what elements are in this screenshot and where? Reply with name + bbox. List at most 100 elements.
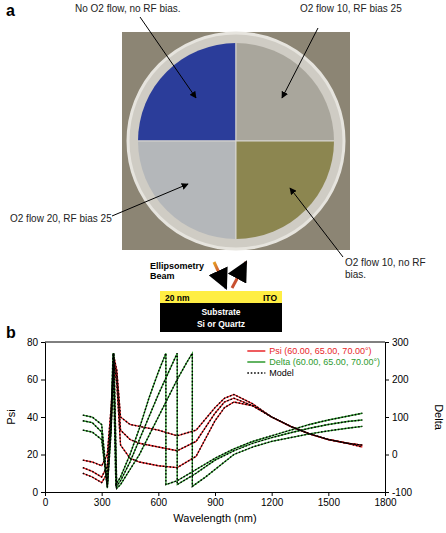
label-line: O2 flow 10, RF bias 25 xyxy=(300,3,402,14)
tick-mark xyxy=(41,417,45,418)
photo-label: O2 flow 10, no RFbias. xyxy=(345,257,426,280)
tick-label: 600 xyxy=(150,497,167,508)
tick-label: 300 xyxy=(392,337,409,348)
tick-label: 200 xyxy=(392,374,409,385)
legend-entry: Delta (60.00, 65.00, 70.00°) xyxy=(247,357,380,367)
legend: Psi (60.00, 65.00, 70.00°)Delta (60.00, … xyxy=(247,346,380,378)
substrate-label: Substrate xyxy=(201,307,240,317)
tick-label: 1200 xyxy=(261,497,284,508)
tick: 600 xyxy=(150,492,167,508)
tick-label: 0 xyxy=(392,449,398,460)
label-line: O2 flow 10, no RF xyxy=(345,257,426,268)
photo-label: O2 flow 10, RF bias 25 xyxy=(300,3,402,14)
y-axis-title: Psi xyxy=(5,409,17,424)
data-line xyxy=(83,361,363,477)
tick: 60 xyxy=(27,374,45,385)
data-line xyxy=(83,353,363,488)
tick-mark xyxy=(385,455,389,456)
tick-mark xyxy=(385,492,389,493)
panel-letter: b xyxy=(6,324,16,341)
y2-axis-title: Delta xyxy=(433,404,445,431)
legend-label: Model xyxy=(269,368,294,378)
label-line: O2 flow 20, RF bias 25 xyxy=(10,213,112,224)
tick: 300 xyxy=(94,492,111,508)
tick-label: 100 xyxy=(392,412,409,423)
tick-mark xyxy=(41,342,45,343)
plot-frame xyxy=(45,342,385,343)
data-line xyxy=(83,365,363,483)
tick: 100 xyxy=(385,412,409,423)
axis-line xyxy=(45,343,46,493)
tick-mark xyxy=(41,455,45,456)
data-line xyxy=(83,361,363,477)
legend-swatch xyxy=(247,361,265,363)
legend-swatch xyxy=(247,350,265,352)
tick-mark xyxy=(45,492,46,496)
tick: 900 xyxy=(207,492,224,508)
panel-letter: a xyxy=(6,2,15,19)
legend-entry: Psi (60.00, 65.00, 70.00°) xyxy=(247,346,371,356)
tick: 80 xyxy=(27,337,45,348)
y-axis: 0 20 40 60 80 xyxy=(27,337,46,498)
data-line xyxy=(83,365,363,483)
tick: -100 xyxy=(385,487,412,498)
data-line xyxy=(83,353,363,484)
substrate-material: Si or Quartz xyxy=(197,319,245,329)
tick-mark xyxy=(385,342,389,343)
wafer-quadrant xyxy=(136,141,236,241)
label-line: No O2 flow, no RF bias. xyxy=(75,3,181,14)
x-axis-title: Wavelength (nm) xyxy=(173,512,256,524)
layer-thickness: 20 nm xyxy=(165,293,190,303)
tick-label: 60 xyxy=(27,374,39,385)
legend-entry: Model xyxy=(247,368,294,378)
photo-label: O2 flow 20, RF bias 25 xyxy=(10,213,112,224)
substrate xyxy=(160,303,282,332)
data-line xyxy=(83,353,363,486)
label-arrow xyxy=(290,188,343,257)
tick: 300 xyxy=(385,337,409,348)
tick: 40 xyxy=(27,412,45,423)
tick-mark xyxy=(102,492,103,496)
tick-label: 1800 xyxy=(374,497,397,508)
beam-label: EllipsometryBeam xyxy=(150,261,204,281)
legend-label: Psi (60.00, 65.00, 70.00°) xyxy=(269,346,371,356)
tick-label: -100 xyxy=(392,487,412,498)
ito-layer xyxy=(160,291,282,303)
tick-label: 0 xyxy=(43,497,49,508)
tick-mark xyxy=(158,492,159,496)
tick-label: 40 xyxy=(27,412,39,423)
tick-mark xyxy=(328,492,329,496)
photo-label: No O2 flow, no RF bias. xyxy=(75,3,181,14)
tick-mark xyxy=(41,380,45,381)
tick-label: 20 xyxy=(27,449,39,460)
tick-mark xyxy=(41,492,45,493)
tick-label: 300 xyxy=(94,497,111,508)
data-line xyxy=(83,353,363,484)
data-line xyxy=(83,353,363,486)
tick: 0 xyxy=(385,449,398,460)
tick-mark xyxy=(272,492,273,496)
plot-area xyxy=(83,353,363,488)
photo-background xyxy=(122,32,350,250)
data-line xyxy=(83,353,363,488)
beam-out xyxy=(232,262,246,288)
label-line: Ellipsometry xyxy=(150,261,204,271)
wafer-quadrant xyxy=(136,41,236,141)
label-arrow xyxy=(112,184,188,216)
label-arrow xyxy=(282,28,318,98)
label-line: bias. xyxy=(345,269,366,280)
layer-name: ITO xyxy=(263,293,277,303)
beam-in xyxy=(214,262,226,288)
tick: 1500 xyxy=(318,492,341,508)
tick-label: 80 xyxy=(27,337,39,348)
label-arrow xyxy=(140,17,196,98)
tick: 0 xyxy=(32,487,45,498)
tick-label: 0 xyxy=(32,487,38,498)
tick: 20 xyxy=(27,449,45,460)
tick-mark xyxy=(385,380,389,381)
legend-swatch xyxy=(247,372,265,374)
legend-label: Delta (60.00, 65.00, 70.00°) xyxy=(269,357,380,367)
tick-label: 1500 xyxy=(318,497,341,508)
wafer-quadrant xyxy=(236,141,336,241)
tick: 0 xyxy=(43,492,49,508)
